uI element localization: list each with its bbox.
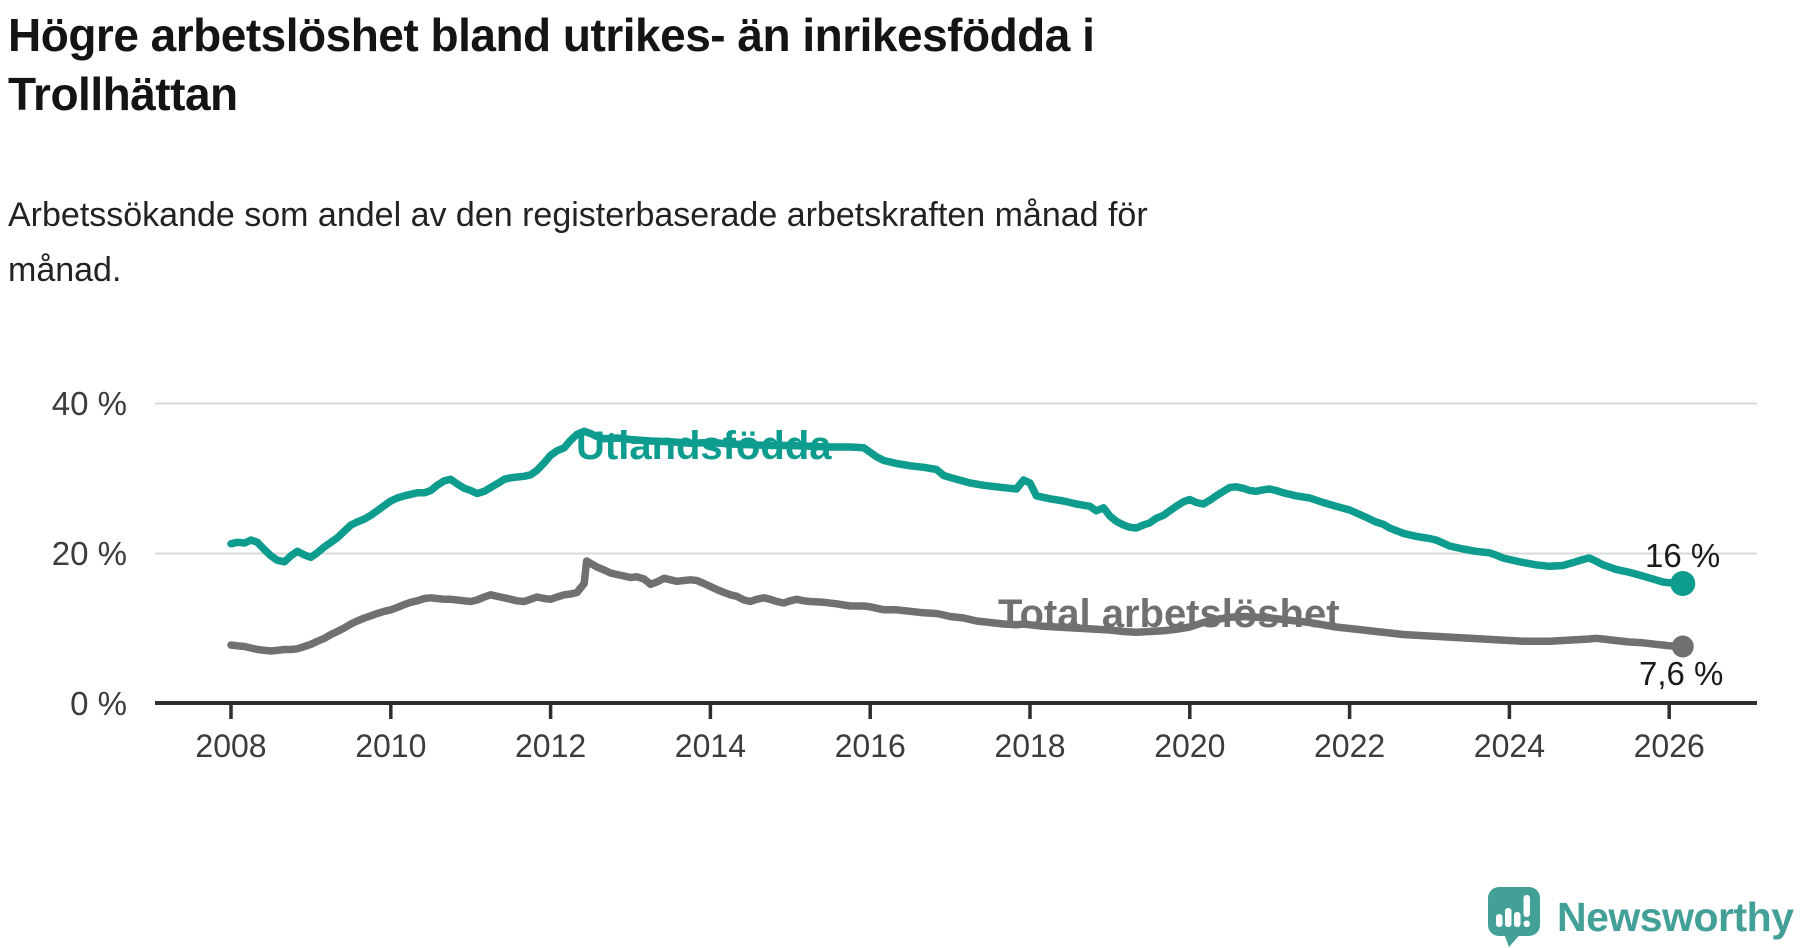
logo-exclamation-bar	[1523, 895, 1530, 917]
series-label-utlandsfodda: Utlandsfödda	[576, 424, 832, 468]
chart-subtitle: Arbetssökande som andel av den registerb…	[8, 188, 1488, 298]
series-end-dots	[1670, 571, 1696, 658]
x-tick-label-2014: 2014	[674, 728, 746, 764]
x-tick-label-2018: 2018	[994, 728, 1066, 764]
y-tick-label-0: 0 %	[70, 684, 127, 722]
newsworthy-logo-text: Newsworthy	[1557, 894, 1794, 940]
end-value-label-total: 7,6 %	[1639, 655, 1724, 692]
series-label-total-arbetsloshet: Total arbetslöshet	[998, 592, 1340, 636]
series-lines	[227, 427, 1687, 655]
chart-subtitle-line-2: månad.	[8, 251, 122, 290]
x-tick-label-2024: 2024	[1473, 728, 1545, 764]
series-line-total	[227, 557, 1687, 655]
chart-title-line-1: Högre arbetslöshet bland utrikes- än inr…	[8, 9, 1095, 61]
end-dot-utlandsfodda	[1670, 571, 1696, 596]
chart-title: Högre arbetslöshet bland utrikes- än inr…	[8, 6, 1468, 124]
logo-exclamation-dot	[1523, 920, 1530, 927]
y-tick-label-40: 40 %	[51, 384, 127, 422]
chart-subtitle-line-1: Arbetssökande som andel av den registerb…	[8, 196, 1148, 234]
logo-bar-2	[1505, 908, 1512, 927]
x-tick-label-2016: 2016	[834, 728, 906, 764]
y-tick-label-20: 20 %	[51, 534, 127, 572]
series-line-utlandsfodda	[227, 427, 1687, 588]
newsworthy-logo-icon	[1488, 887, 1540, 947]
x-tick-label-2012: 2012	[515, 728, 587, 764]
logo-bar-1	[1496, 914, 1503, 927]
chart-title-line-2: Trollhättan	[8, 67, 238, 120]
x-tick-label-2022: 2022	[1314, 728, 1386, 764]
x-axis	[155, 701, 1757, 719]
x-tick-label-2008: 2008	[195, 728, 267, 764]
x-tick-label-2020: 2020	[1154, 728, 1226, 764]
newsworthy-logo: Newsworthy	[1488, 887, 1794, 947]
end-value-label-utlandsfodda: 16 %	[1645, 537, 1721, 574]
x-tick-label-2026: 2026	[1633, 728, 1705, 764]
end-dot-total	[1671, 635, 1694, 658]
logo-bar-3	[1514, 912, 1521, 927]
x-tick-label-2010: 2010	[355, 728, 427, 764]
